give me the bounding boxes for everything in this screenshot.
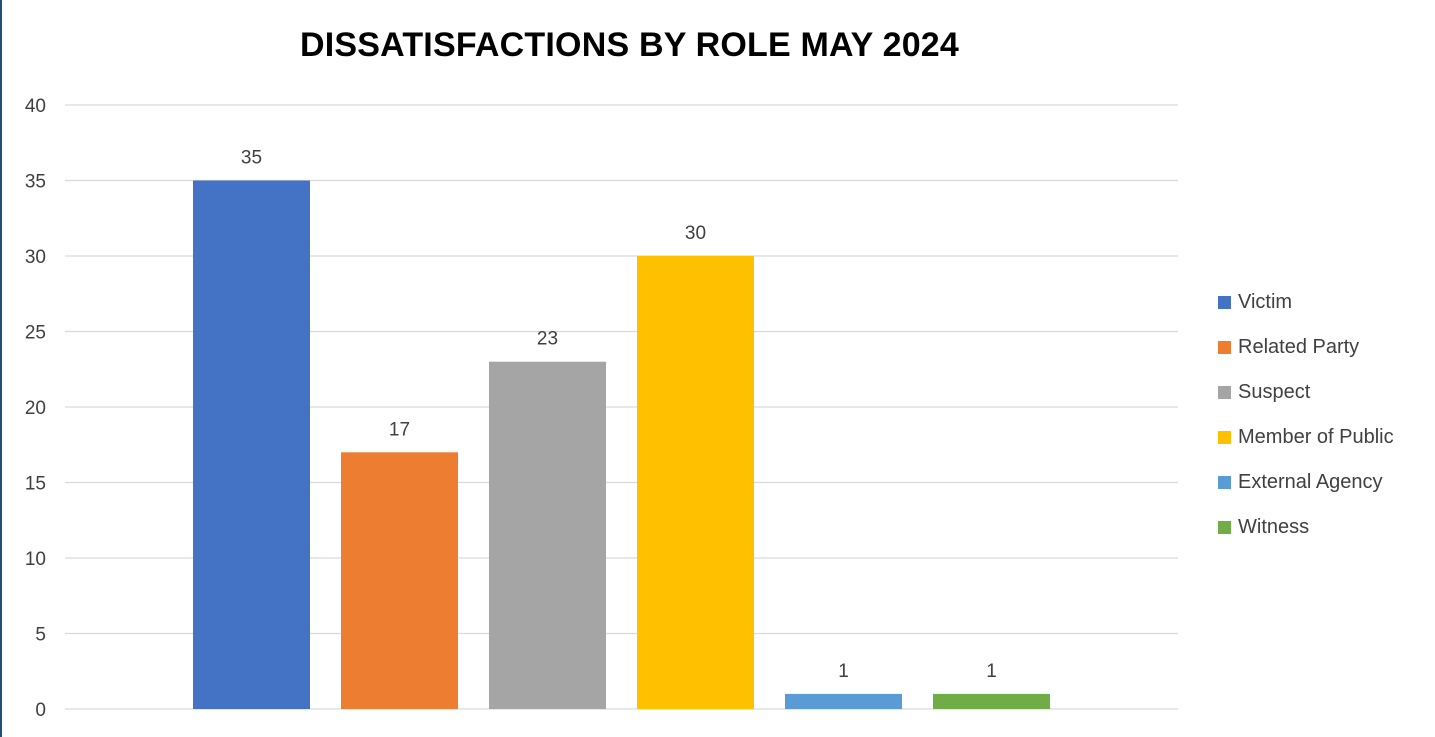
legend-swatch <box>1218 296 1231 309</box>
legend-label: Suspect <box>1238 381 1311 403</box>
data-label: 1 <box>986 661 997 682</box>
legend-swatch <box>1218 476 1231 489</box>
legend-swatch <box>1218 341 1231 354</box>
data-labels: 35 17 23 30 1 1 <box>241 148 997 682</box>
y-tick-label: 40 <box>25 96 46 117</box>
bar-related-party <box>341 452 458 709</box>
legend-item: Suspect <box>1218 370 1394 415</box>
y-tick-label: 20 <box>25 398 46 419</box>
y-tick-label: 30 <box>25 247 46 268</box>
legend-item: Witness <box>1218 505 1394 550</box>
bar-suspect <box>489 361 606 709</box>
y-tick-label: 5 <box>35 625 46 646</box>
legend-item: Victim <box>1218 280 1394 325</box>
y-tick-label: 25 <box>25 323 46 344</box>
y-tick-label: 35 <box>25 172 46 193</box>
legend-label: Witness <box>1238 516 1310 538</box>
legend-item: Related Party <box>1218 325 1394 370</box>
data-label: 23 <box>537 329 558 350</box>
bar-external-agency <box>785 693 902 709</box>
bar-member-of-public <box>637 256 754 709</box>
legend-label: Victim <box>1238 291 1293 313</box>
chart-title: DISSATISFACTIONS BY ROLE MAY 2024 <box>299 26 960 64</box>
legend-label: External Agency <box>1238 471 1383 493</box>
bar-victim <box>193 180 310 709</box>
bars <box>193 180 1050 709</box>
y-tick-label: 10 <box>25 549 46 570</box>
legend-swatch <box>1218 386 1231 399</box>
y-axis-ticks: 0 5 10 15 20 25 30 35 40 <box>25 96 46 721</box>
data-label: 30 <box>685 223 706 244</box>
bar-witness <box>933 693 1050 709</box>
legend-swatch <box>1218 431 1231 444</box>
legend: Victim Related Party Suspect Member of Publ… <box>1218 280 1394 550</box>
legend-swatch <box>1218 521 1231 534</box>
legend-item: Member of Public <box>1218 415 1394 460</box>
y-tick-label: 15 <box>25 474 46 495</box>
data-label: 17 <box>389 419 410 440</box>
y-tick-label: 0 <box>35 700 46 721</box>
legend-item: External Agency <box>1218 460 1394 505</box>
data-label: 1 <box>838 661 849 682</box>
legend-label: Member of Public <box>1238 426 1394 448</box>
data-label: 35 <box>241 148 262 169</box>
legend-label: Related Party <box>1238 336 1360 358</box>
